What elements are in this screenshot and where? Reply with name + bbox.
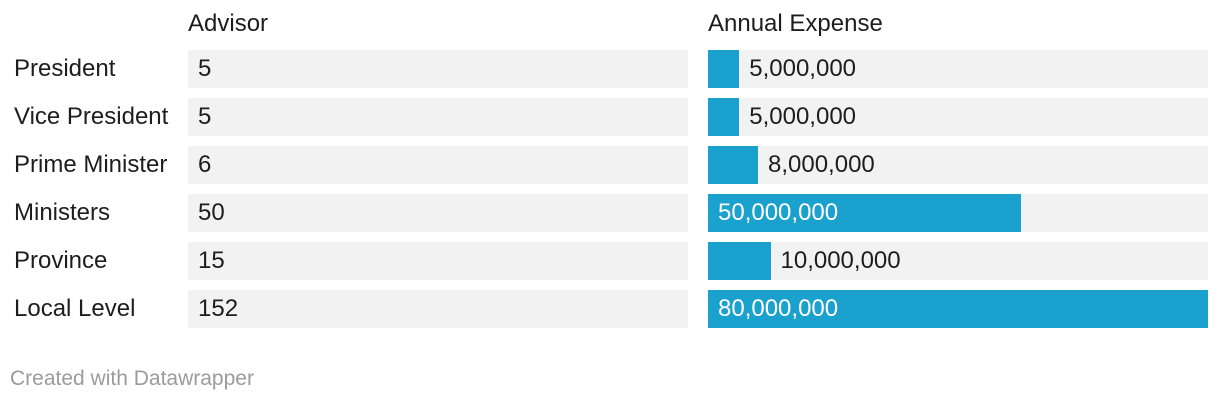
column-header-annual-expense: Annual Expense [708, 10, 883, 37]
expense-value: 8,000,000 [768, 151, 875, 178]
expense-cell: 80,000,000 [708, 290, 1208, 328]
row-label: Vice President [14, 103, 169, 130]
table-header: Advisor Annual Expense [0, 0, 1220, 48]
advisor-value: 6 [188, 146, 688, 184]
expense-cell: 10,000,000 [708, 242, 1208, 280]
advisor-value: 5 [188, 98, 688, 136]
expense-value: 10,000,000 [780, 247, 901, 274]
advisor-value: 50 [188, 194, 688, 232]
expense-bar [708, 242, 771, 280]
attribution: Created with Datawrapper [10, 367, 254, 391]
table-row: Vice President 5 5,000,000 [0, 98, 1220, 136]
expense-cell: 5,000,000 [708, 50, 1208, 88]
column-gap [688, 50, 708, 88]
expense-cell: 8,000,000 [708, 146, 1208, 184]
table-row: Province 15 10,000,000 [0, 242, 1220, 280]
row-label: Prime Minister [14, 151, 168, 178]
expense-value: 50,000,000 [718, 199, 839, 226]
row-label: President [14, 55, 116, 82]
table-body: President 5 5,000,000 Vice President 5 5… [0, 50, 1220, 328]
row-label: Local Level [14, 295, 136, 322]
expense-value: 5,000,000 [749, 55, 857, 82]
advisor-value: 15 [188, 242, 688, 280]
column-gap [688, 290, 708, 328]
table-row: President 5 5,000,000 [0, 50, 1220, 88]
expense-bar [708, 290, 1208, 328]
table-row: Prime Minister 6 8,000,000 [0, 146, 1220, 184]
expense-value: 5,000,000 [749, 103, 857, 130]
expense-bar [708, 146, 758, 184]
expense-cell: 50,000,000 [708, 194, 1208, 232]
table-row: Ministers 50 50,000,000 [0, 194, 1220, 232]
expense-cell: 5,000,000 [708, 98, 1208, 136]
table-row: Local Level 152 80,000,000 [0, 290, 1220, 328]
column-gap [688, 194, 708, 232]
expense-value: 80,000,000 [718, 295, 839, 322]
column-gap [688, 146, 708, 184]
expense-bar [708, 194, 1021, 232]
expense-bar [708, 50, 740, 88]
advisor-value: 152 [188, 290, 688, 328]
column-gap [688, 242, 708, 280]
row-label: Ministers [14, 199, 111, 226]
advisor-value: 5 [188, 50, 688, 88]
row-label: Province [14, 247, 108, 274]
datawrapper-credit-link[interactable]: Created with Datawrapper [10, 367, 254, 390]
expense-bar [708, 98, 740, 136]
column-gap [688, 98, 708, 136]
column-header-advisor: Advisor [188, 10, 269, 37]
